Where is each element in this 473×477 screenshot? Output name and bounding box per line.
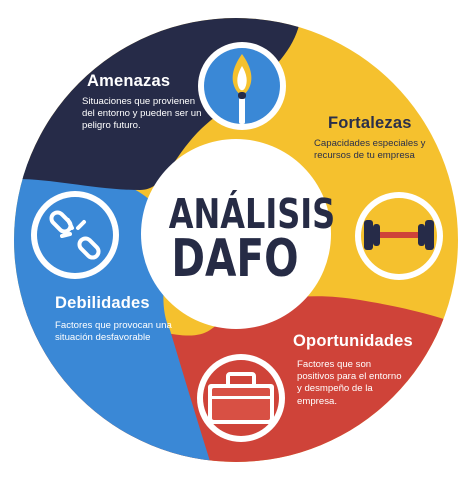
dumbbell-icon <box>355 192 443 280</box>
center-title-line1: ANÁLISIS <box>168 190 336 238</box>
fortalezas-description: Capacidades especiales y recursos de tu … <box>314 138 426 162</box>
broken-chain-icon <box>31 191 119 279</box>
fortalezas-title: Fortalezas <box>328 114 412 132</box>
debilidades-description: Factores que provocan una situación desf… <box>55 320 172 344</box>
match-icon <box>198 42 286 130</box>
oportunidades-description: Factores que son positivos para el entor… <box>297 359 402 407</box>
center-hub <box>141 139 331 329</box>
debilidades-title: Debilidades <box>55 294 150 312</box>
oportunidades-title: Oportunidades <box>293 332 413 350</box>
amenazas-description: Situaciones que provienen del entorno y … <box>82 96 202 132</box>
amenazas-title: Amenazas <box>87 72 171 90</box>
center-title-line2: DAFO <box>171 229 299 289</box>
briefcase-icon <box>197 354 285 442</box>
